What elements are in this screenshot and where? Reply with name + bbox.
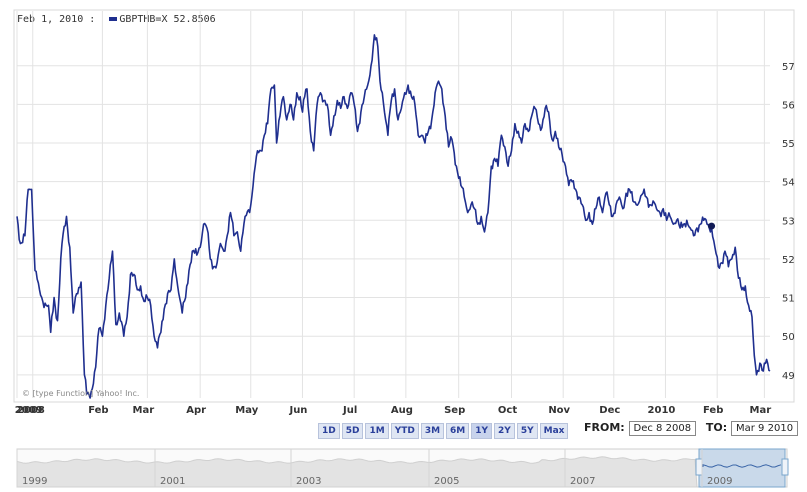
- navigator-handle[interactable]: [695, 458, 703, 476]
- y-tick-label: 53: [782, 216, 795, 227]
- navigator-year-label: 2003: [296, 476, 321, 487]
- range-button-1d[interactable]: 1D: [318, 423, 340, 439]
- x-tick-label: 2010: [648, 405, 676, 416]
- y-tick-label: 56: [782, 100, 795, 111]
- y-tick-label: 49: [782, 371, 795, 382]
- range-button-ytd[interactable]: YTD: [390, 423, 419, 439]
- x-tick-label: Jun: [288, 405, 307, 416]
- navigator-area: [16, 456, 698, 488]
- x-tick-label: 2009: [15, 405, 43, 416]
- copyright-credit: © [type Function] Yahoo! Inc.: [22, 389, 140, 398]
- range-button-1m[interactable]: 1M: [365, 423, 389, 439]
- legend-symbol: GBPTHB=X: [119, 14, 168, 25]
- legend-date: Feb 1, 2010 :: [17, 14, 96, 25]
- range-button-6m[interactable]: 6M: [446, 423, 470, 439]
- navigator-year-label: 2009: [707, 476, 732, 487]
- from-label: FROM:: [584, 421, 625, 434]
- navigator-year-label: 2005: [434, 476, 459, 487]
- x-tick-label: Feb: [703, 405, 723, 416]
- x-tick-label: May: [235, 405, 258, 416]
- navigator-year-label: 1999: [22, 476, 47, 487]
- navigator-selection: [698, 448, 786, 488]
- range-button-5y[interactable]: 5Y: [516, 423, 538, 439]
- hover-marker: [708, 222, 716, 230]
- from-date-input[interactable]: Dec 8 2008: [628, 421, 697, 436]
- y-tick-label: 54: [782, 178, 795, 189]
- x-tick-label: Aug: [391, 405, 413, 416]
- x-tick-label: 2008: [17, 405, 45, 416]
- y-tick-label: 55: [782, 139, 795, 150]
- y-tick-label: 52: [782, 255, 795, 266]
- legend-value: 52.8506: [173, 14, 216, 25]
- navigator-chart[interactable]: 1999 2001 2003 2005 2007 2009: [0, 443, 807, 491]
- x-tick-label: Mar: [750, 405, 772, 416]
- x-tick-label: Feb: [88, 405, 108, 416]
- x-tick-label: Sep: [444, 405, 465, 416]
- navigator-year-label: 2001: [160, 476, 185, 487]
- range-button-1y[interactable]: 1Y: [471, 423, 493, 439]
- x-tick-label: Oct: [498, 405, 517, 416]
- range-button-2y[interactable]: 2Y: [494, 423, 515, 439]
- navigator-handle[interactable]: [781, 458, 789, 476]
- x-tick-label: Dec: [599, 405, 620, 416]
- range-button-3m[interactable]: 3M: [420, 423, 445, 439]
- range-button-max[interactable]: Max: [539, 423, 569, 439]
- chart-legend: Feb 1, 2010 : GBPTHB=X 52.8506: [17, 14, 216, 25]
- legend-swatch: [109, 17, 118, 21]
- x-tick-label: Apr: [186, 405, 206, 416]
- y-tick-label: 50: [782, 332, 795, 343]
- y-tick-label: 51: [782, 294, 795, 305]
- x-tick-label: Nov: [548, 405, 570, 416]
- plot-frame: [13, 9, 795, 403]
- navigator-year-label: 2007: [570, 476, 595, 487]
- date-range: FROM: Dec 8 2008 TO: Mar 9 2010: [584, 421, 804, 436]
- series-line-gbpthb: [16, 34, 771, 399]
- x-tick-label: Jul: [342, 405, 357, 416]
- to-date-input[interactable]: Mar 9 2010: [731, 421, 799, 436]
- x-tick-label: Mar: [133, 405, 155, 416]
- y-tick-label: 57: [782, 62, 795, 73]
- navigator-selection-line: [702, 464, 782, 468]
- range-button-5d[interactable]: 5D: [341, 423, 364, 439]
- to-label: TO:: [705, 421, 728, 434]
- range-button-bar: 1D 5D 1M YTD 3M 6M 1Y 2Y 5Y Max: [318, 423, 569, 439]
